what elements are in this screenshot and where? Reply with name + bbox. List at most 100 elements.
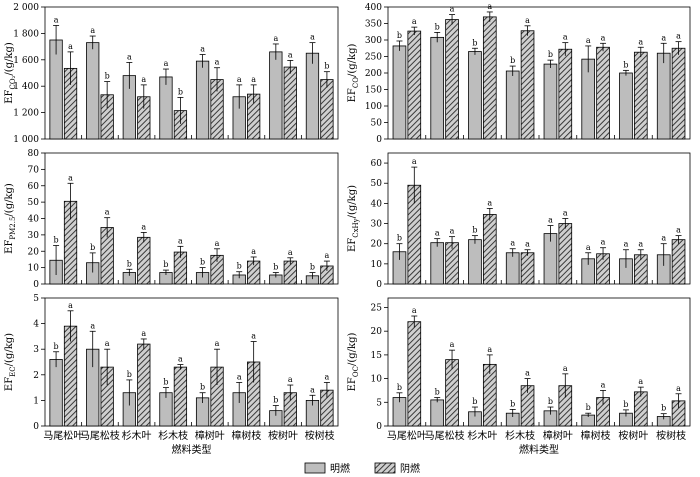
significance-label: a: [90, 26, 95, 35]
significance-label: b: [324, 62, 329, 71]
y-tick-label: 1 600: [13, 56, 39, 66]
significance-label: b: [397, 234, 402, 243]
bar-bright: [656, 52, 671, 140]
legend-label-smolder: 阴燃: [400, 462, 420, 475]
x-axis-title: 燃料类型: [172, 443, 212, 456]
bar-bright: [505, 252, 520, 285]
significance-label: b: [105, 72, 110, 81]
significance-label: a: [412, 17, 417, 26]
significance-label: a: [215, 239, 220, 248]
y-label-main: EF: [347, 377, 358, 391]
category-label: 樟树叶: [195, 429, 225, 442]
significance-label: b: [273, 396, 278, 405]
bar-bright: [505, 70, 520, 140]
significance-label: a: [624, 240, 629, 249]
y-tick-label: 20: [371, 240, 383, 250]
bar-smolder: [445, 359, 459, 427]
significance-label: b: [548, 50, 553, 59]
significance-label: a: [450, 5, 455, 14]
significance-label: a: [68, 173, 73, 182]
significance-label: b: [397, 31, 402, 40]
category-label: 桉树枝: [305, 429, 335, 442]
y-tick-label: 30: [371, 220, 383, 230]
y-tick-label: 1: [33, 396, 39, 406]
significance-label: a: [215, 58, 220, 67]
significance-label: b: [623, 400, 628, 409]
y-tick-label: 5: [33, 294, 39, 304]
bar-smolder: [633, 51, 648, 140]
significance-label: a: [450, 340, 455, 349]
bar-smolder: [671, 47, 686, 140]
significance-label: a: [325, 251, 330, 260]
significance-label: a: [68, 301, 73, 310]
bar-smolder: [320, 79, 334, 140]
y-label-subscript: CxHy: [352, 218, 360, 237]
category-label: 杉木叶: [122, 429, 152, 442]
significance-label: b: [472, 38, 477, 47]
category-label: 樟树枝: [581, 429, 611, 442]
significance-label: a: [586, 36, 591, 45]
significance-label: a: [215, 339, 220, 348]
y-tick-label: 0: [33, 280, 39, 290]
significance-label: b: [548, 397, 553, 406]
bar-bright: [619, 72, 633, 140]
y-tick-label: 1 200: [13, 109, 39, 119]
bar-smolder: [173, 366, 188, 427]
significance-label: b: [310, 263, 315, 272]
significance-label: a: [601, 380, 606, 389]
y-label-unit: /(g/kg): [4, 183, 15, 217]
y-tick-label: 0: [376, 280, 382, 290]
y-axis-label: EFCO/(g/kg): [347, 44, 360, 103]
significance-label: a: [525, 240, 530, 249]
y-tick-label: 250: [365, 53, 382, 63]
bar-bright: [305, 52, 320, 140]
significance-label: b: [54, 236, 59, 245]
bar-smolder: [558, 223, 573, 285]
significance-label: a: [601, 238, 606, 247]
significance-label: a: [563, 209, 568, 218]
significance-label: a: [586, 243, 591, 252]
significance-label: b: [661, 404, 666, 413]
bar-bright: [468, 51, 482, 140]
y-tick-label: 50: [371, 179, 383, 189]
y-tick-label: 60: [371, 159, 383, 169]
significance-label: a: [487, 2, 492, 11]
legend: 明燃 阴燃: [304, 462, 420, 475]
significance-label: a: [105, 208, 110, 217]
category-label: 樟树枝: [231, 429, 261, 442]
y-axis-label: EFOC/(g/kg): [347, 333, 360, 392]
y-tick-label: 70: [28, 165, 40, 175]
significance-label: a: [676, 384, 681, 393]
y-tick-label: 10: [371, 260, 383, 270]
bar-smolder: [482, 214, 497, 285]
significance-label: a: [525, 369, 530, 378]
y-tick-label: 2: [33, 371, 39, 381]
significance-label: a: [638, 377, 643, 386]
y-tick-label: 200: [365, 69, 382, 79]
y-tick-label: 80: [28, 149, 40, 159]
bar-bright: [430, 36, 445, 140]
y-tick-label: 0: [33, 422, 39, 432]
bar-smolder: [633, 391, 648, 427]
significance-label: a: [288, 375, 293, 384]
significance-label: b: [54, 342, 59, 351]
significance-label: a: [638, 37, 643, 46]
significance-label: a: [251, 247, 256, 256]
significance-label: b: [623, 60, 628, 69]
significance-label: b: [200, 258, 205, 267]
significance-label: a: [164, 59, 169, 68]
x-axis-title: 燃料类型: [519, 443, 559, 456]
category-label: 杉木枝: [505, 429, 535, 442]
bar-bright: [430, 399, 445, 427]
y-tick-label: 100: [365, 102, 382, 112]
significance-label: a: [251, 75, 256, 84]
y-label-subscript: CO: [352, 77, 360, 88]
y-tick-label: 1 400: [13, 82, 39, 92]
bar-smolder: [596, 46, 610, 140]
significance-label: b: [163, 260, 168, 269]
y-tick-label: 15: [371, 351, 383, 361]
bar-smolder: [283, 66, 297, 140]
y-label-main: EF: [347, 88, 358, 102]
chart-panel-5: 0 1 2 3 4 5 EFEC/(g/kg) b a b b b a b a a a a a a a a a 马尾松叶马尾松…: [4, 294, 339, 456]
